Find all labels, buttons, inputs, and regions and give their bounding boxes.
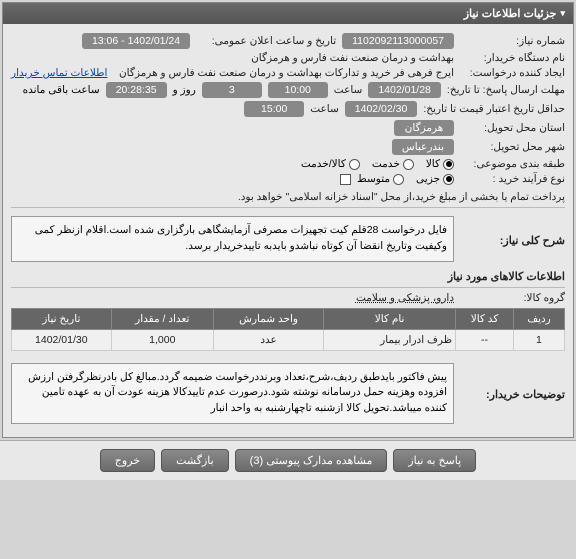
cat-goods-radio[interactable]: کالا: [426, 158, 454, 170]
td-code: --: [456, 329, 514, 350]
items-table: ردیف کد کالا نام کالا واحد شمارش تعداد /…: [11, 308, 565, 351]
table-header-row: ردیف کد کالا نام کالا واحد شمارش تعداد /…: [12, 308, 565, 329]
panel-body: شماره نیاز: 1102092113000057 تاریخ و ساع…: [3, 24, 573, 437]
button-bar: پاسخ به نیاز مشاهده مدارک پیوستی (3) باز…: [0, 440, 576, 480]
panel-title: جزئیات اطلاعات نیاز: [464, 7, 557, 20]
chevron-down-icon: ▾: [560, 8, 565, 19]
respond-button[interactable]: پاسخ به نیاز: [393, 449, 476, 472]
countdown-suffix: ساعت باقی مانده: [23, 84, 100, 96]
process-label: نوع فرآیند خرید :: [460, 173, 565, 185]
deliver-prov-label: استان محل تحویل:: [460, 122, 565, 134]
pub-date-label: تاریخ و ساعت اعلان عمومی:: [196, 35, 336, 47]
td-qty: 1,000: [111, 329, 213, 350]
deadline-label: مهلت ارسال پاسخ: تا تاریخ:: [447, 84, 565, 96]
deliver-city-label: شهر محل تحویل:: [460, 141, 565, 153]
process-mid-radio[interactable]: متوسط: [357, 173, 404, 185]
need-details-panel: ▾ جزئیات اطلاعات نیاز شماره نیاز: 110209…: [2, 2, 574, 438]
process-radio-group: جزیی متوسط: [357, 173, 454, 185]
table-row[interactable]: 1 -- ظرف ادرار بیمار عدد 1,000 1402/01/3…: [12, 329, 565, 350]
deadline-date: 1402/01/28: [368, 82, 441, 98]
buyer-notes-box: پیش فاکتور بایدطبق ردیف،شرح،تعداد وبرندد…: [11, 363, 454, 424]
group-value: دارو، پزشکی و سلامت: [356, 292, 454, 304]
th-row: ردیف: [513, 308, 564, 329]
category-label: طبقه بندی موضوعی:: [460, 158, 565, 170]
group-label: گروه کالا:: [460, 292, 565, 304]
countdown-time: 20:28:35: [106, 82, 167, 98]
treasury-checkbox[interactable]: [340, 174, 351, 185]
buyer-value: بهداشت و درمان صنعت نفت فارس و هرمزگان: [251, 52, 454, 64]
separator: [11, 287, 565, 288]
deadline-time: 10:00: [268, 82, 328, 98]
td-row: 1: [513, 329, 564, 350]
requester-label: ایجاد کننده درخواست:: [460, 67, 565, 79]
radio-icon: [349, 159, 360, 170]
main-desc-label: شرح کلی نیاز:: [460, 234, 565, 247]
radio-icon: [443, 174, 454, 185]
th-name: نام کالا: [324, 308, 456, 329]
time-label-2: ساعت: [310, 103, 339, 115]
category-radio-group: کالا خدمت کالا/خدمت: [301, 158, 454, 170]
process-partial-radio[interactable]: جزیی: [416, 173, 454, 185]
main-desc-box: فایل درخواست 28قلم کیت تجهیزات مصرفی آزم…: [11, 216, 454, 262]
buyer-label: نام دستگاه خریدار:: [460, 52, 565, 64]
th-code: کد کالا: [456, 308, 514, 329]
valid-label: حداقل تاریخ اعتبار قیمت تا تاریخ:: [423, 103, 565, 115]
separator: [11, 207, 565, 208]
requester-value: ایرج فرهی فر خرید و تدارکات بهداشت و درم…: [113, 67, 454, 79]
valid-date: 1402/02/30: [345, 101, 418, 117]
panel-header[interactable]: ▾ جزئیات اطلاعات نیاز: [3, 3, 573, 24]
td-name: ظرف ادرار بیمار: [324, 329, 456, 350]
items-info-title: اطلاعات کالاهای مورد نیاز: [11, 270, 565, 283]
deliver-prov-value: هرمزگان: [394, 120, 454, 136]
exit-button[interactable]: خروج: [100, 449, 155, 472]
radio-icon: [403, 159, 414, 170]
countdown-days: 3: [202, 82, 262, 98]
cat-service-radio[interactable]: خدمت: [372, 158, 414, 170]
th-unit: واحد شمارش: [214, 308, 324, 329]
radio-icon: [393, 174, 404, 185]
th-date: تاریخ نیاز: [12, 308, 112, 329]
valid-time: 15:00: [244, 101, 304, 117]
th-qty: تعداد / مقدار: [111, 308, 213, 329]
countdown-prefix: روز و: [173, 84, 196, 96]
back-button[interactable]: بازگشت: [161, 449, 229, 472]
td-date: 1402/01/30: [12, 329, 112, 350]
contact-link[interactable]: اطلاعات تماس خریدار: [11, 67, 107, 79]
td-unit: عدد: [214, 329, 324, 350]
radio-icon: [443, 159, 454, 170]
buyer-notes-label: توضیحات خریدار:: [460, 388, 565, 401]
cat-gs-radio[interactable]: کالا/خدمت: [301, 158, 360, 170]
payment-note: پرداخت تمام یا بخشی از مبلغ خرید،از محل …: [238, 191, 565, 203]
need-no-label: شماره نیاز:: [460, 35, 565, 47]
time-label-1: ساعت: [334, 84, 363, 96]
need-no-value: 1102092113000057: [342, 33, 454, 49]
pub-date-value: 1402/01/24 - 13:06: [82, 33, 190, 49]
attachments-button[interactable]: مشاهده مدارک پیوستی (3): [235, 449, 388, 472]
deliver-city-value: بندرعباس: [392, 139, 454, 155]
